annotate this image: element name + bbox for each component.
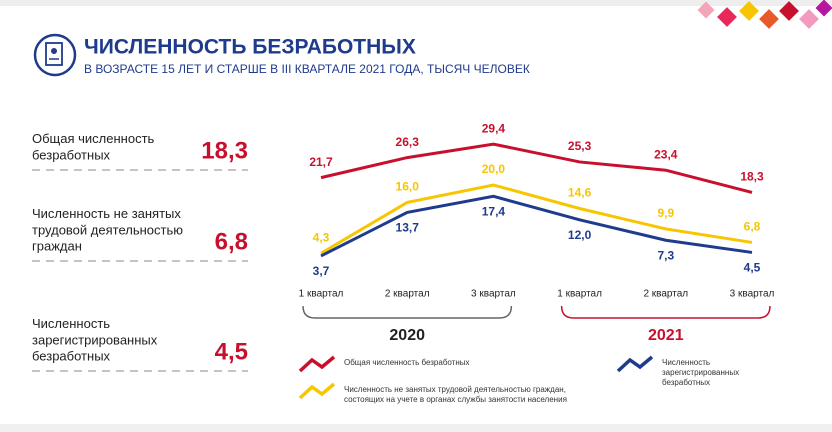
x-tick-label: 3 квартал bbox=[730, 289, 775, 300]
series-line bbox=[320, 142, 753, 194]
title-icon bbox=[33, 33, 77, 77]
group-label: 2020 bbox=[389, 327, 425, 344]
legend-label: Общая численность безработных bbox=[344, 358, 470, 367]
data-label: 9,9 bbox=[657, 206, 674, 220]
data-label: 3,7 bbox=[313, 264, 330, 278]
legend-swatch bbox=[616, 355, 654, 373]
data-label: 14,6 bbox=[568, 186, 592, 200]
kpi-value: 4,5 bbox=[215, 338, 248, 365]
kpi-value: 18,3 bbox=[201, 137, 248, 164]
kpi-label: Общая численность безработных bbox=[32, 131, 155, 162]
data-label: 4,3 bbox=[313, 230, 330, 244]
data-label: 20,0 bbox=[482, 162, 506, 176]
group-label: 2021 bbox=[648, 327, 684, 344]
data-label: 23,4 bbox=[654, 147, 678, 161]
legend-label: Численность не занятых трудовой деятельн… bbox=[344, 385, 567, 404]
x-tick-label: 1 квартал bbox=[557, 289, 602, 300]
series-line bbox=[320, 183, 753, 255]
x-tick-label: 1 квартал bbox=[299, 289, 344, 300]
series-line bbox=[320, 194, 753, 258]
data-label: 13,7 bbox=[396, 221, 420, 235]
kpi-value: 6,8 bbox=[215, 228, 248, 255]
x-tick-label: 2 квартал bbox=[643, 289, 688, 300]
data-label: 18,3 bbox=[740, 170, 764, 184]
legend-swatch bbox=[298, 355, 336, 373]
kpi-label: Численность не занятых трудовой деятельно… bbox=[32, 206, 183, 254]
data-label: 29,4 bbox=[482, 121, 506, 135]
group-bracket bbox=[560, 305, 771, 319]
data-label: 25,3 bbox=[568, 139, 592, 153]
legend-swatch bbox=[298, 382, 336, 400]
data-label: 4,5 bbox=[744, 261, 761, 275]
data-label: 6,8 bbox=[744, 220, 761, 234]
title: ЧИСЛЕННОСТЬ БЕЗРАБОТНЫХ bbox=[84, 36, 416, 59]
legend-label: Численность зарегистрированных безработных bbox=[662, 358, 739, 387]
subtitle: В ВОЗРАСТЕ 15 ЛЕТ И СТАРШЕ В III КВАРТАЛ… bbox=[84, 62, 530, 76]
x-tick-label: 2 квартал bbox=[385, 289, 430, 300]
group-bracket bbox=[302, 305, 513, 319]
kpi-label: Численность зарегистрированных безработных bbox=[32, 316, 158, 364]
data-label: 12,0 bbox=[568, 228, 592, 242]
data-label: 7,3 bbox=[657, 248, 674, 262]
data-label: 17,4 bbox=[482, 204, 506, 218]
data-label: 26,3 bbox=[396, 135, 420, 149]
data-label: 21,7 bbox=[309, 155, 333, 169]
top-strip bbox=[0, 0, 832, 6]
x-tick-label: 3 квартал bbox=[471, 289, 516, 300]
bottom-strip bbox=[0, 424, 832, 432]
data-label: 16,0 bbox=[396, 180, 420, 194]
